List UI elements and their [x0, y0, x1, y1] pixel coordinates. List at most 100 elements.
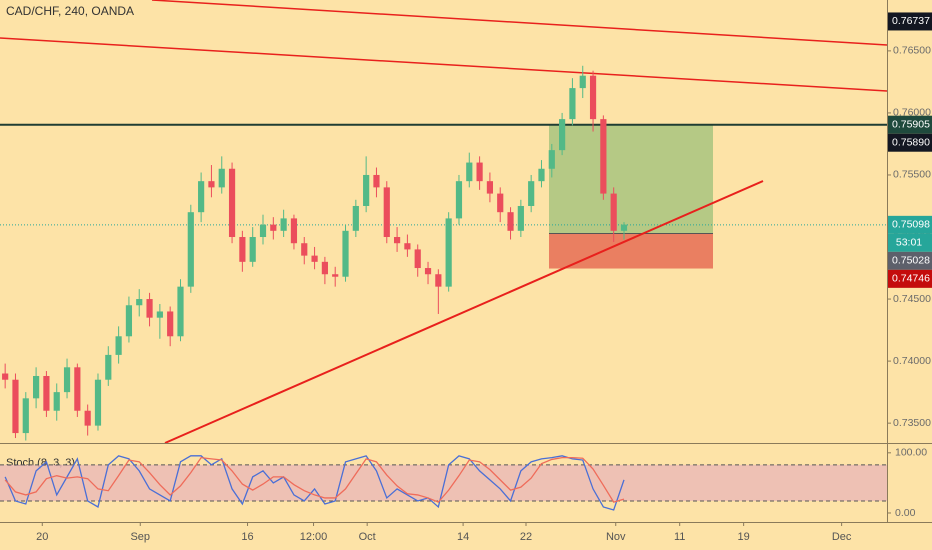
candle-body — [404, 243, 411, 250]
candle-body — [373, 174, 380, 188]
candle-body — [290, 218, 298, 244]
y-tick-label: 0.74500 — [893, 293, 931, 305]
target-zone — [549, 124, 713, 234]
candle-body — [352, 205, 359, 231]
candle-body — [94, 379, 102, 426]
candle-body — [579, 75, 586, 89]
x-tick-label: 16 — [241, 531, 253, 543]
candle-body — [445, 218, 452, 287]
candle-body — [33, 375, 40, 399]
stoch-line — [4, 456, 625, 503]
x-tick-label: Dec — [832, 531, 852, 543]
candle-body — [239, 237, 246, 262]
price-tag-label: 0.75098 — [892, 219, 930, 231]
candle-body — [620, 224, 628, 231]
y-tick-label: 0.76500 — [893, 45, 931, 57]
x-tick-label: Oct — [359, 531, 376, 543]
trend-line — [164, 180, 764, 444]
candle-body — [476, 162, 483, 182]
x-tick-label: 12:00 — [300, 531, 328, 543]
candle-body — [218, 168, 225, 188]
y-tick-label: 0.76000 — [893, 107, 931, 119]
y-tick-label: 0.74000 — [893, 355, 931, 367]
candle-body — [311, 255, 318, 262]
countdown-tag — [888, 233, 932, 252]
candle-body — [43, 375, 50, 411]
price-tag — [888, 12, 932, 31]
price-tag — [888, 215, 932, 234]
candle-body — [125, 305, 133, 337]
stoch-line — [4, 455, 625, 511]
candle-body — [486, 181, 494, 194]
candle-body — [424, 268, 432, 275]
trend-line — [151, 0, 888, 46]
price-tag — [888, 133, 932, 152]
candle-body — [414, 249, 421, 269]
x-tick-label: 14 — [457, 531, 469, 543]
trend-line — [0, 37, 888, 92]
candle-body — [548, 150, 555, 169]
candle-body — [249, 237, 256, 262]
candle-body — [270, 224, 277, 231]
candle-body — [22, 398, 29, 434]
price-tag-label: 0.74746 — [892, 273, 930, 285]
candle-body — [600, 119, 607, 194]
candle-body — [198, 181, 205, 213]
candle-body — [53, 392, 60, 411]
x-tick-label: Nov — [606, 531, 626, 543]
candle-body — [466, 162, 473, 182]
candle-body — [74, 367, 81, 411]
candle-body — [280, 218, 287, 231]
stoch-y-tick-label: 100.00 — [895, 447, 927, 459]
candle-body — [569, 88, 576, 120]
candle-body — [435, 274, 442, 287]
candle-body — [167, 311, 174, 337]
price-tag — [888, 115, 932, 134]
candle-body — [12, 379, 19, 434]
candle-body — [610, 193, 617, 231]
x-tick-label: 19 — [738, 531, 750, 543]
price-tag-label: 0.75890 — [892, 136, 930, 148]
y-tick-label: 0.75500 — [893, 169, 931, 181]
candle-body — [63, 367, 71, 393]
price-tag — [888, 269, 932, 288]
candle-body — [156, 311, 163, 318]
candle-body — [187, 212, 194, 287]
x-tick-label: 22 — [520, 531, 532, 543]
candle-body — [136, 299, 143, 306]
candle-body — [321, 261, 328, 275]
stoch-y-tick-label: 0.00 — [895, 507, 916, 519]
symbol-title: CAD/CHF, 240, OANDA — [6, 4, 134, 18]
candle-body — [538, 168, 545, 182]
candle-body — [332, 274, 339, 277]
drawings — [0, 123, 887, 269]
x-tick-label: 20 — [36, 531, 48, 543]
candle-body — [259, 224, 267, 238]
candle-body — [393, 237, 401, 244]
candle-body — [105, 354, 112, 380]
candle-body — [589, 75, 597, 120]
candle-body — [383, 187, 390, 238]
countdown-label: 53:01 — [896, 237, 922, 249]
candle-body — [177, 286, 184, 337]
candle-body — [559, 119, 566, 151]
y-tick-label: 0.73500 — [893, 417, 931, 429]
price-tag-label: 0.75905 — [892, 118, 930, 130]
price-tag-label: 0.76737 — [892, 15, 930, 27]
candle-body — [517, 205, 524, 231]
candle-body — [497, 193, 504, 213]
x-tick-label: 11 — [674, 531, 685, 543]
candle-body — [363, 174, 370, 206]
price-tag — [888, 251, 932, 270]
candle-body — [528, 181, 535, 206]
candle-body — [455, 181, 463, 219]
price-tag-label: 0.75028 — [892, 255, 930, 267]
candle-body — [301, 243, 308, 256]
x-tick-label: Sep — [130, 531, 150, 543]
candle-body — [228, 168, 236, 238]
candle-body — [507, 212, 514, 231]
candle-body — [208, 181, 215, 188]
candle-body — [146, 299, 153, 318]
